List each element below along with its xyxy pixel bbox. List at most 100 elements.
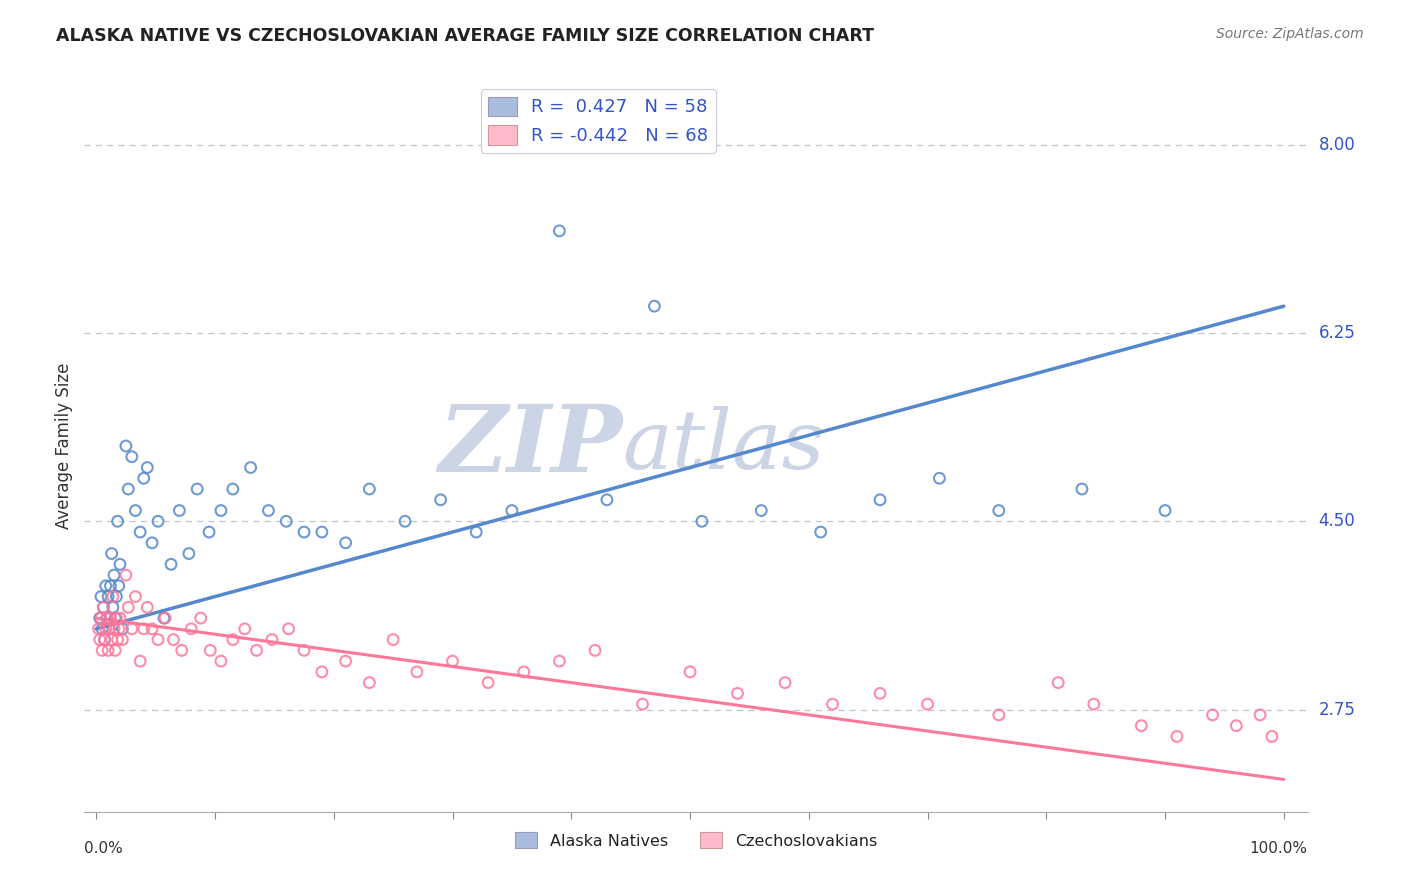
Point [111, 622, 134, 636]
Point [382, 632, 405, 647]
Point [200, 643, 222, 657]
Point [1047, 675, 1070, 690]
Point [87, 622, 110, 636]
Point [869, 686, 891, 700]
Point [93, 632, 115, 647]
Point [1261, 730, 1284, 744]
Point [136, 460, 159, 475]
Point [124, 503, 146, 517]
Point [441, 654, 464, 668]
Point [103, 622, 125, 636]
Legend: Alaska Natives, Czechoslovakians: Alaska Natives, Czechoslovakians [509, 826, 883, 855]
Point [222, 482, 245, 496]
Point [98, 622, 121, 636]
Point [108, 611, 131, 625]
Point [96, 611, 118, 625]
Point [869, 492, 891, 507]
Point [97, 590, 120, 604]
Point [105, 611, 128, 625]
Point [917, 697, 939, 711]
Point [548, 654, 571, 668]
Point [94, 622, 117, 636]
Point [90, 611, 112, 625]
Text: ALASKA NATIVE VS CZECHOSLOVAKIAN AVERAGE FAMILY SIZE CORRELATION CHART: ALASKA NATIVE VS CZECHOSLOVAKIAN AVERAGE… [56, 27, 875, 45]
Point [100, 632, 122, 647]
Point [97, 643, 120, 657]
Point [105, 590, 128, 604]
Point [292, 524, 315, 539]
Point [1154, 503, 1177, 517]
Point [233, 622, 256, 636]
Point [821, 697, 844, 711]
Point [115, 439, 138, 453]
Point [107, 632, 129, 647]
Text: 6.25: 6.25 [1319, 324, 1355, 342]
Point [93, 632, 115, 647]
Point [596, 492, 619, 507]
Point [260, 632, 283, 647]
Point [91, 643, 114, 657]
Point [100, 547, 122, 561]
Point [749, 503, 772, 517]
Point [136, 600, 159, 615]
Point [501, 503, 523, 517]
Point [121, 622, 143, 636]
Point [100, 611, 122, 625]
Point [277, 622, 299, 636]
Point [311, 665, 333, 679]
Point [96, 611, 118, 625]
Point [89, 632, 111, 647]
Point [1201, 707, 1223, 722]
Point [773, 675, 796, 690]
Point [239, 460, 262, 475]
Point [359, 675, 381, 690]
Point [146, 514, 169, 528]
Point [107, 579, 129, 593]
Point [257, 503, 280, 517]
Point [93, 600, 115, 615]
Point [111, 632, 134, 647]
Point [727, 686, 749, 700]
Point [141, 622, 163, 636]
Point [129, 654, 152, 668]
Point [115, 568, 138, 582]
Point [1225, 719, 1247, 733]
Point [94, 579, 117, 593]
Point [209, 654, 232, 668]
Text: 2.75: 2.75 [1319, 700, 1355, 719]
Point [928, 471, 950, 485]
Point [394, 514, 416, 528]
Point [177, 547, 200, 561]
Point [162, 632, 184, 647]
Y-axis label: Average Family Size: Average Family Size [55, 363, 73, 529]
Point [465, 524, 488, 539]
Text: Source: ZipAtlas.com: Source: ZipAtlas.com [1216, 27, 1364, 41]
Point [987, 503, 1010, 517]
Point [477, 675, 499, 690]
Point [121, 450, 143, 464]
Point [198, 524, 221, 539]
Point [169, 503, 191, 517]
Point [129, 524, 152, 539]
Point [690, 514, 713, 528]
Text: 8.00: 8.00 [1319, 136, 1355, 153]
Point [1083, 697, 1105, 711]
Text: ZIP: ZIP [439, 401, 623, 491]
Point [153, 611, 176, 625]
Point [103, 568, 125, 582]
Point [679, 665, 702, 679]
Point [101, 590, 124, 604]
Point [117, 600, 139, 615]
Point [209, 503, 232, 517]
Point [153, 611, 176, 625]
Point [1249, 707, 1271, 722]
Point [548, 224, 571, 238]
Point [583, 643, 606, 657]
Text: 100.0%: 100.0% [1250, 841, 1308, 856]
Point [180, 622, 202, 636]
Point [141, 536, 163, 550]
Point [90, 590, 112, 604]
Point [104, 643, 127, 657]
Point [160, 558, 183, 572]
Text: atlas: atlas [623, 406, 825, 486]
